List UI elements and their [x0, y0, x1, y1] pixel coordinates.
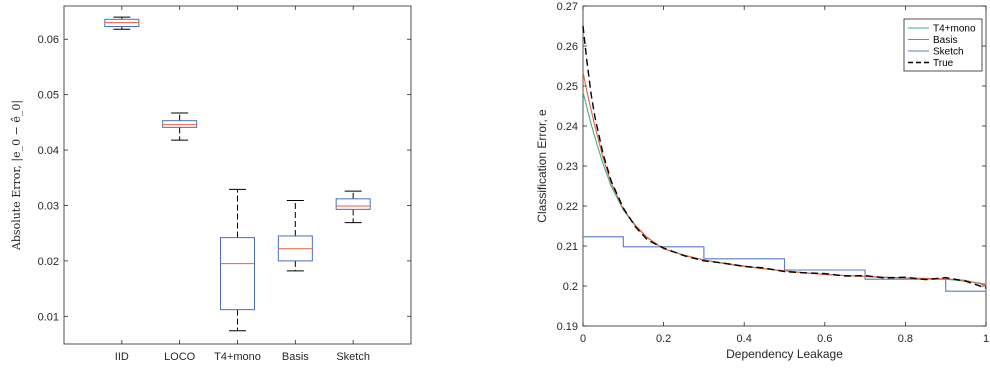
- series-line-true: [582, 25, 987, 289]
- x-tick-label: 0.8: [898, 333, 913, 345]
- x-tick-label: IID: [115, 351, 129, 363]
- x-tick-label: 0.6: [817, 333, 832, 345]
- y-tick-label: 0.23: [557, 161, 578, 173]
- boxplot-axes-frame: [63, 5, 412, 345]
- y-tick-label: 0.22: [557, 201, 578, 213]
- boxplot-y-axis-label: Absolute Error, |e_0 − ê_0|: [10, 100, 24, 251]
- y-tick-label: 0.03: [38, 200, 59, 212]
- y-tick-label: 0.21: [557, 241, 578, 253]
- lineplot-x-ticks: 0 0.2 0.4 0.6 0.8 1: [580, 6, 989, 345]
- lineplot-y-ticks: 0.19 0.2 0.21 0.22 0.23 0.24 0.25 0.26 0.27: [557, 1, 986, 333]
- y-tick-label: 0.02: [38, 256, 59, 268]
- box-sketch: [335, 190, 371, 224]
- x-tick-label: 0.4: [737, 333, 752, 345]
- x-tick-label: 0.2: [656, 333, 671, 345]
- y-tick-label: 0.06: [38, 34, 59, 46]
- box-t4-mono: [220, 188, 255, 332]
- boxplot-x-ticks: IID LOCO T4+mono Basis Sketch: [115, 6, 370, 363]
- y-tick-label: 0.25: [557, 81, 578, 93]
- x-tick-label: Sketch: [336, 351, 370, 363]
- y-tick-label: 0.26: [557, 41, 578, 53]
- boxplot-panel: 0.01 0.02 0.03 0.04 0.05 0.06 IID LOCO T4+mono B…: [10, 5, 412, 363]
- box-iqr: [335, 198, 371, 210]
- lineplot-x-axis-label: Dependency Leakage: [726, 347, 843, 361]
- x-tick-label: T4+mono: [214, 351, 261, 363]
- lineplot-series: [582, 25, 987, 292]
- x-tick-label: LOCO: [164, 351, 196, 363]
- x-tick-label: Basis: [282, 351, 309, 363]
- boxplot-boxes: [104, 16, 371, 332]
- y-tick-label: 0.04: [38, 145, 59, 157]
- y-tick-label: 0.01: [38, 311, 59, 323]
- x-tick-label: 1: [983, 333, 989, 345]
- boxplot-y-ticks: 0.01 0.02 0.03 0.04 0.05 0.06: [38, 34, 411, 323]
- y-tick-label: 0.19: [557, 321, 578, 333]
- legend-label: True: [933, 58, 954, 69]
- box-iqr: [162, 120, 198, 128]
- y-tick-label: 0.2: [563, 281, 578, 293]
- legend-label: Basis: [933, 35, 957, 46]
- box-loco: [162, 112, 198, 141]
- y-tick-label: 0.24: [557, 121, 578, 133]
- box-basis: [277, 199, 313, 272]
- y-tick-label: 0.27: [557, 1, 578, 13]
- lineplot-y-axis-label: Classification Error, e: [535, 109, 549, 223]
- y-tick-label: 0.05: [38, 90, 59, 102]
- series-line-sketch: [583, 236, 986, 292]
- box-iid: [104, 16, 140, 30]
- x-tick-label: 0: [580, 333, 586, 345]
- lineplot-panel: 0.190.20.210.220.230.240.250.260.27 0 0.2…: [535, 1, 989, 361]
- box-iqr: [220, 237, 255, 311]
- legend-label: T4+mono: [933, 24, 976, 35]
- legend-label: Sketch: [933, 47, 964, 58]
